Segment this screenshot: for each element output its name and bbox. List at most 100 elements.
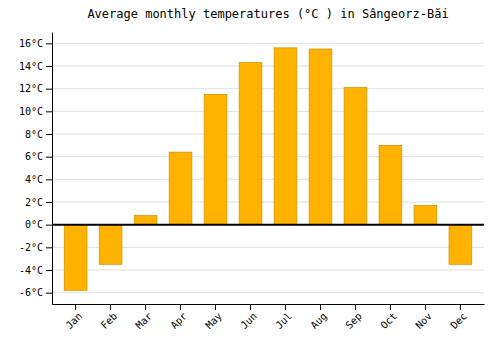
y-tick-mark (46, 247, 52, 248)
x-tick: Jan (64, 304, 85, 331)
x-tick: Apr (168, 304, 189, 331)
bar (99, 225, 122, 265)
x-tick-mark (215, 304, 216, 310)
bar (274, 48, 297, 225)
x-tick-label: Apr (168, 310, 189, 331)
y-tick: -2°C (19, 242, 52, 253)
x-axis: JanFebMarAprMayJunJulAugSepOctNovDec (53, 304, 485, 331)
x-tick: Jun (238, 304, 259, 331)
x-tick: Dec (448, 304, 469, 331)
x-tick-label: Sep (343, 310, 364, 331)
y-axis: -6°C -4°C -2°C 0°C 2°C 4°C 6°C 8°C 10°C 12°C 14°C 1… (19, 33, 53, 305)
x-tick-mark (180, 304, 181, 310)
x-tick: Sep (343, 304, 364, 331)
x-tick: Nov (413, 304, 434, 331)
y-tick-label: -2°C (19, 242, 43, 253)
grid-line (52, 292, 484, 293)
x-tick-mark (320, 304, 321, 310)
x-tick-mark (425, 304, 426, 310)
y-tick: 8°C (25, 129, 52, 140)
y-tick-mark (46, 293, 52, 294)
grid-line (52, 179, 484, 180)
y-tick-mark (46, 225, 52, 226)
x-tick-mark (145, 304, 146, 310)
bar (344, 88, 367, 225)
y-tick: 4°C (25, 174, 52, 185)
y-tick-mark (46, 157, 52, 158)
x-tick-mark (250, 304, 251, 310)
y-tick-mark (46, 179, 52, 180)
x-tick-label: May (203, 310, 224, 331)
x-tick-label: Nov (413, 310, 434, 331)
y-tick-label: 6°C (25, 151, 43, 162)
chart-title: Average monthly temperatures (°C ) in Sâ… (87, 7, 448, 21)
y-axis-line (52, 33, 53, 305)
grid-line (52, 156, 484, 157)
bar (169, 152, 192, 225)
y-tick-label: 8°C (25, 129, 43, 140)
grid (52, 43, 484, 292)
x-tick-mark (110, 304, 111, 310)
chart-container: -6°C -4°C -2°C 0°C 2°C 4°C 6°C 8°C 10°C 12°C 14°C 1… (0, 0, 500, 350)
x-tick-mark (285, 304, 286, 310)
x-tick-mark (75, 304, 76, 310)
x-tick-mark (355, 304, 356, 310)
y-tick: 0°C (25, 219, 52, 230)
grid-line (52, 66, 484, 67)
zero-line (52, 224, 484, 226)
y-tick-mark (46, 202, 52, 203)
x-tick-mark (460, 304, 461, 310)
x-tick-label: Jul (273, 310, 294, 331)
x-tick-label: Jan (64, 310, 85, 331)
grid-line (52, 111, 484, 112)
x-tick: Mar (134, 304, 155, 331)
x-tick: Jul (273, 304, 294, 331)
x-tick: Feb (99, 304, 120, 331)
bar (64, 225, 87, 291)
x-tick: May (203, 304, 224, 331)
y-tick-label: -6°C (19, 287, 43, 298)
x-tick: Oct (378, 304, 399, 331)
bars (64, 48, 472, 291)
y-tick: -6°C (19, 287, 52, 298)
x-axis-line (53, 304, 485, 305)
y-tick-label: 0°C (25, 219, 43, 230)
grid-line (52, 88, 484, 89)
bar (239, 63, 262, 225)
grid-line (52, 270, 484, 271)
y-tick-mark (46, 66, 52, 67)
grid-line (52, 134, 484, 135)
bar (134, 216, 157, 225)
y-tick-mark (46, 43, 52, 44)
y-tick-label: 2°C (25, 197, 43, 208)
y-tick: 10°C (19, 106, 52, 117)
x-tick-label: Jun (238, 310, 259, 331)
y-tick-label: -4°C (19, 265, 43, 276)
x-tick-label: Oct (378, 310, 399, 331)
x-tick-label: Feb (99, 310, 120, 331)
y-tick: -4°C (19, 265, 52, 276)
y-tick: 2°C (25, 197, 52, 208)
chart-svg: -6°C -4°C -2°C 0°C 2°C 4°C 6°C 8°C 10°C 12°C 14°C 1… (0, 0, 500, 350)
grid-line (52, 43, 484, 44)
grid-line (52, 224, 484, 225)
y-tick-mark (46, 111, 52, 112)
x-tick-label: Mar (134, 310, 155, 331)
y-tick: 6°C (25, 151, 52, 162)
y-tick-label: 12°C (19, 83, 43, 94)
bar (309, 49, 332, 225)
grid-line (52, 202, 484, 203)
y-tick: 12°C (19, 83, 52, 94)
bar (414, 205, 437, 224)
y-tick-label: 14°C (19, 61, 43, 72)
y-tick-label: 10°C (19, 106, 43, 117)
bar (379, 145, 402, 224)
y-tick-label: 4°C (25, 174, 43, 185)
bar (204, 94, 227, 224)
y-tick: 14°C (19, 61, 52, 72)
x-tick-mark (390, 304, 391, 310)
plot-area: -6°C -4°C -2°C 0°C 2°C 4°C 6°C 8°C 10°C 12°C 14°C 1… (19, 33, 485, 331)
y-tick-mark (46, 270, 52, 271)
y-tick-label: 16°C (19, 38, 43, 49)
bar (449, 225, 472, 265)
